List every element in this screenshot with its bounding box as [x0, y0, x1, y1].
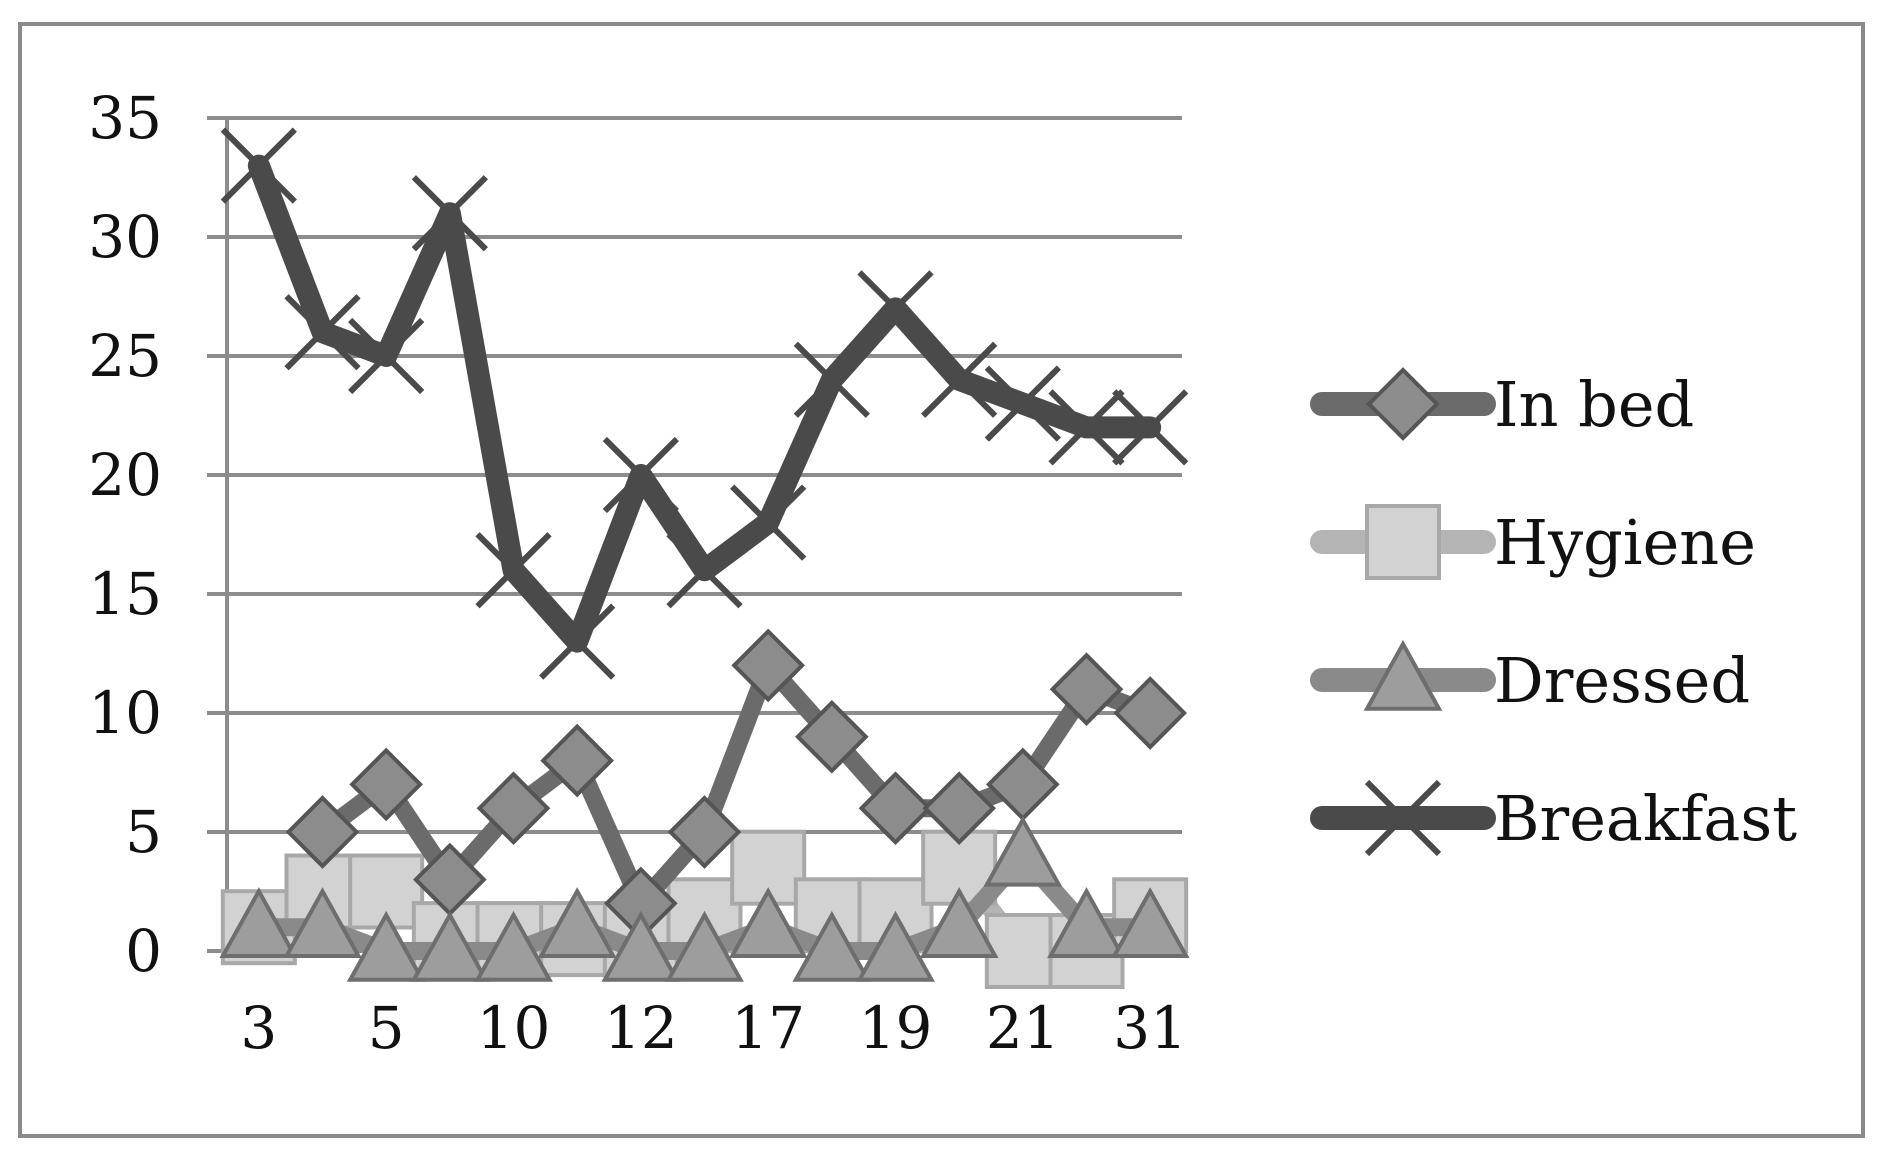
x-tick-label: 5 — [368, 994, 405, 1062]
x-tick-label: 10 — [477, 994, 551, 1062]
data-point — [283, 887, 362, 958]
data-point — [220, 127, 297, 204]
series-dressed — [219, 815, 1190, 982]
legend-item: Hygiene — [1310, 504, 1756, 580]
data-point — [793, 341, 870, 418]
legend-item: Breakfast — [1310, 779, 1797, 857]
y-tick-label: 30 — [88, 203, 162, 271]
data-point — [667, 795, 742, 869]
x-tick-label: 21 — [986, 994, 1060, 1062]
data-point — [602, 436, 679, 514]
data-point — [475, 532, 552, 609]
legend-label: Dressed — [1494, 644, 1750, 717]
data-point — [856, 910, 935, 982]
data-point — [348, 317, 425, 395]
data-point — [349, 747, 423, 822]
data-point — [1112, 389, 1189, 466]
x-tick-label: 3 — [240, 994, 277, 1062]
y-axis-ticks: 0 5 10 15 20 25 30 35 — [88, 84, 162, 985]
data-point — [730, 484, 807, 561]
data-point — [540, 723, 614, 798]
data-point — [858, 771, 933, 846]
data-point — [284, 294, 361, 371]
data-point — [1113, 676, 1187, 750]
data-point — [1047, 887, 1126, 958]
data-point — [792, 910, 872, 982]
series-layer — [219, 127, 1190, 989]
data-point — [219, 887, 299, 958]
y-tick-label: 15 — [88, 560, 162, 628]
data-point — [1048, 389, 1125, 466]
x-tick-label: 19 — [859, 994, 933, 1062]
x-tick-label: 12 — [604, 994, 678, 1062]
data-point — [410, 910, 490, 982]
y-tick-label: 20 — [88, 441, 162, 509]
data-point — [1049, 652, 1124, 727]
legend: In bed Hygiene Dressed Breakfast — [1310, 367, 1797, 857]
y-tick-label: 25 — [88, 322, 162, 390]
data-point — [665, 910, 744, 982]
y-tick-label: 5 — [125, 798, 162, 866]
data-point — [539, 603, 616, 680]
legend-label: Hygiene — [1494, 506, 1756, 579]
y-tick-label: 0 — [125, 917, 162, 985]
legend-marker — [1366, 367, 1440, 441]
data-point — [411, 175, 488, 252]
data-point — [922, 771, 996, 846]
data-point — [1110, 887, 1190, 958]
legend-marker — [1363, 639, 1443, 711]
data-point — [984, 365, 1061, 442]
data-point — [346, 910, 426, 982]
data-point — [857, 270, 934, 347]
data-point — [474, 910, 553, 982]
data-point — [666, 532, 743, 609]
data-point — [476, 771, 551, 846]
data-point — [285, 795, 360, 869]
data-point — [731, 628, 805, 703]
chart-frame: 0 5 10 15 20 25 30 35 3 5 10 12 17 19 21 31 In bed Hygi… — [18, 22, 1865, 1138]
x-tick-label: 31 — [1113, 994, 1187, 1062]
legend-marker — [1365, 504, 1441, 580]
y-tick-label: 35 — [88, 84, 162, 152]
legend-item: Dressed — [1310, 639, 1750, 717]
data-point — [983, 815, 1063, 887]
data-point — [728, 887, 808, 958]
legend-label: Breakfast — [1494, 782, 1797, 855]
y-tick-label: 10 — [88, 679, 162, 747]
data-point — [537, 887, 617, 958]
legend-item: In bed — [1310, 367, 1694, 441]
x-axis-ticks: 3 5 10 12 17 19 21 31 — [240, 994, 1187, 1062]
data-point — [984, 913, 1061, 989]
data-point — [921, 341, 998, 418]
legend-marker — [1364, 779, 1442, 857]
data-point — [919, 887, 999, 958]
series-breakfast — [220, 127, 1189, 680]
legend-label: In bed — [1494, 368, 1694, 441]
x-tick-label: 17 — [731, 994, 805, 1062]
data-point — [601, 910, 681, 982]
data-point — [795, 699, 869, 774]
